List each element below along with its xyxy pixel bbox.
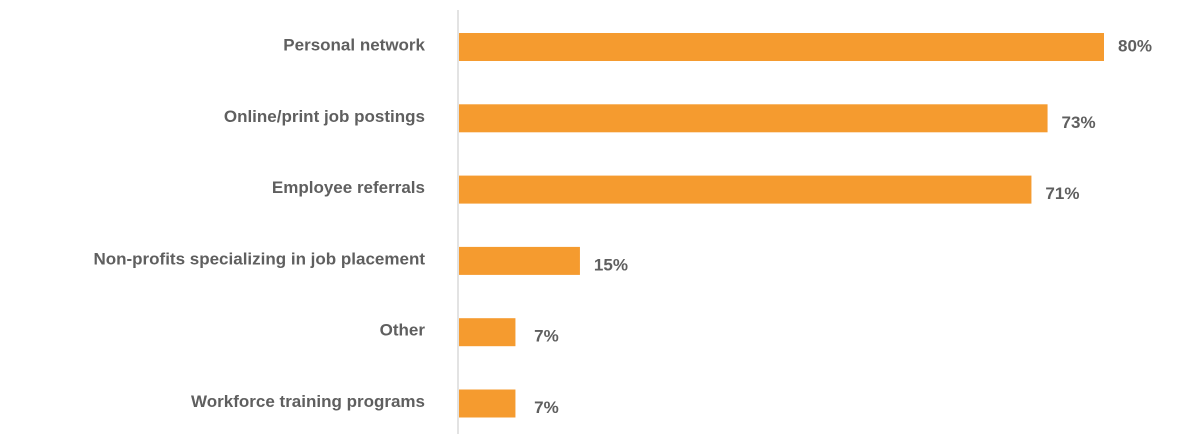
value-label-3: 15% bbox=[594, 255, 628, 274]
category-label-5: Workforce training programs bbox=[191, 392, 425, 411]
bars-group bbox=[459, 33, 1104, 418]
bar-2 bbox=[459, 175, 1032, 204]
bar-1 bbox=[459, 104, 1048, 133]
category-label-4: Other bbox=[380, 321, 426, 340]
value-label-2: 71% bbox=[1045, 184, 1079, 203]
bar-3 bbox=[459, 246, 580, 275]
category-label-2: Employee referrals bbox=[272, 178, 425, 197]
category-label-1: Online/print job postings bbox=[224, 107, 425, 126]
value-labels-group: 80% 73% 71% 15% 7% 7% bbox=[534, 36, 1152, 417]
category-label-0: Personal network bbox=[283, 35, 425, 54]
category-label-3: Non-profits specializing in job placemen… bbox=[93, 249, 425, 268]
bar-4 bbox=[459, 318, 516, 347]
bar-5 bbox=[459, 389, 516, 418]
value-label-5: 7% bbox=[534, 398, 559, 417]
value-label-0: 80% bbox=[1118, 36, 1152, 55]
bar-0 bbox=[459, 33, 1104, 61]
value-label-4: 7% bbox=[534, 327, 559, 346]
category-labels-group: Personal network Online/print job posting… bbox=[93, 35, 425, 411]
value-label-1: 73% bbox=[1062, 113, 1096, 132]
